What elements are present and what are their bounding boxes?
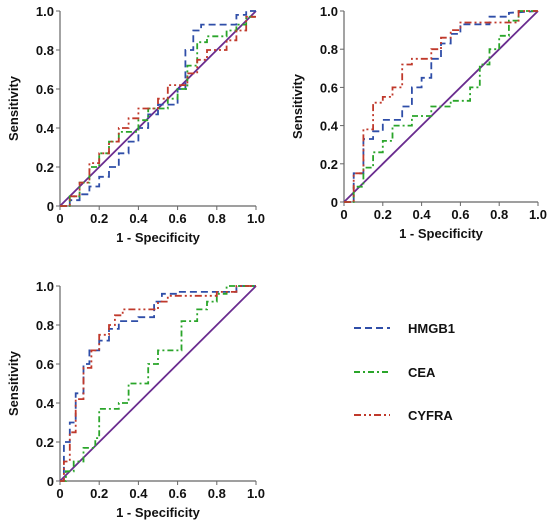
chart1-hmgb1-curve	[60, 10, 256, 207]
chart3-x-tick-label: 0.2	[90, 486, 108, 501]
chart3-y-tick-label: 0	[47, 474, 54, 489]
chart3-y-tick-label: 0.8	[36, 318, 54, 333]
chart3-reference-line	[59, 285, 257, 482]
chart2-x-tick-label: 0	[340, 207, 347, 222]
chart1-y-tick-label: 0.4	[36, 121, 55, 136]
chart2-x-axis-label: 1 - Specificity	[399, 226, 484, 241]
chart2-y-tick-label: 0.8	[320, 42, 338, 57]
chart1-y-tick-label: 0.8	[36, 43, 54, 58]
chart3-x-tick-label: 0.4	[129, 486, 148, 501]
chart2-y-tick-label: 0.6	[320, 80, 338, 95]
chart1-y-axis-label: Sensitivity	[6, 75, 21, 141]
chart1-cyfra-curve	[60, 15, 256, 207]
chart2-y-tick-label: 0.4	[320, 119, 339, 134]
chart1-x-tick-label: 0.8	[208, 211, 226, 226]
chart2-x-tick-label: 1.0	[529, 207, 547, 222]
legend-label-cyfra: CYFRA	[408, 408, 453, 423]
chart2-y-tick-label: 0	[331, 195, 338, 210]
chart3-y-tick-label: 0.6	[36, 357, 54, 372]
chart2-x-tick-label: 0.8	[490, 207, 508, 222]
chart3-y-tick-label: 0.2	[36, 435, 54, 450]
chart3-x-tick-label: 0	[56, 486, 63, 501]
chart2-y-axis-label: Sensitivity	[290, 73, 305, 139]
chart2-cyfra-curve	[344, 10, 538, 203]
chart1-y-tick-label: 1.0	[36, 4, 54, 19]
chart3-x-axis-label: 1 - Specificity	[116, 505, 201, 520]
chart3-y-axis-label: Sensitivity	[6, 350, 21, 416]
chart2-hmgb1-curve	[344, 10, 539, 203]
chart3-hmgb1-curve	[60, 285, 256, 482]
chart2-x-tick-label: 0.6	[451, 207, 469, 222]
chart1-x-tick-label: 0	[56, 211, 63, 226]
chart3-x-tick-label: 0.6	[169, 486, 187, 501]
chart1-x-axis-label: 1 - Specificity	[116, 230, 201, 245]
chart1-y-tick-label: 0	[47, 199, 54, 214]
chart2-y-tick-label: 0.2	[320, 157, 338, 172]
chart2-x-tick-label: 0.4	[413, 207, 432, 222]
chart3-cyfra-curve	[60, 285, 256, 482]
chart3-x-tick-label: 1.0	[247, 486, 265, 501]
chart2-y-tick-label: 1.0	[320, 4, 338, 19]
chart3-y-tick-label: 1.0	[36, 279, 54, 294]
chart3-x-tick-label: 0.8	[208, 486, 226, 501]
chart1-y-tick-label: 0.2	[36, 160, 54, 175]
legend-label-hmgb1: HMGB1	[408, 321, 455, 336]
chart2-x-tick-label: 0.2	[374, 207, 392, 222]
chart1-x-tick-label: 0.6	[169, 211, 187, 226]
legend-label-cea: CEA	[408, 365, 436, 380]
chart3-y-tick-label: 0.4	[36, 396, 55, 411]
chart1-x-tick-label: 0.4	[129, 211, 148, 226]
chart1-x-tick-label: 0.2	[90, 211, 108, 226]
chart1-x-tick-label: 1.0	[247, 211, 265, 226]
chart2-cea-curve	[344, 10, 538, 203]
chart1-y-tick-label: 0.6	[36, 82, 54, 97]
